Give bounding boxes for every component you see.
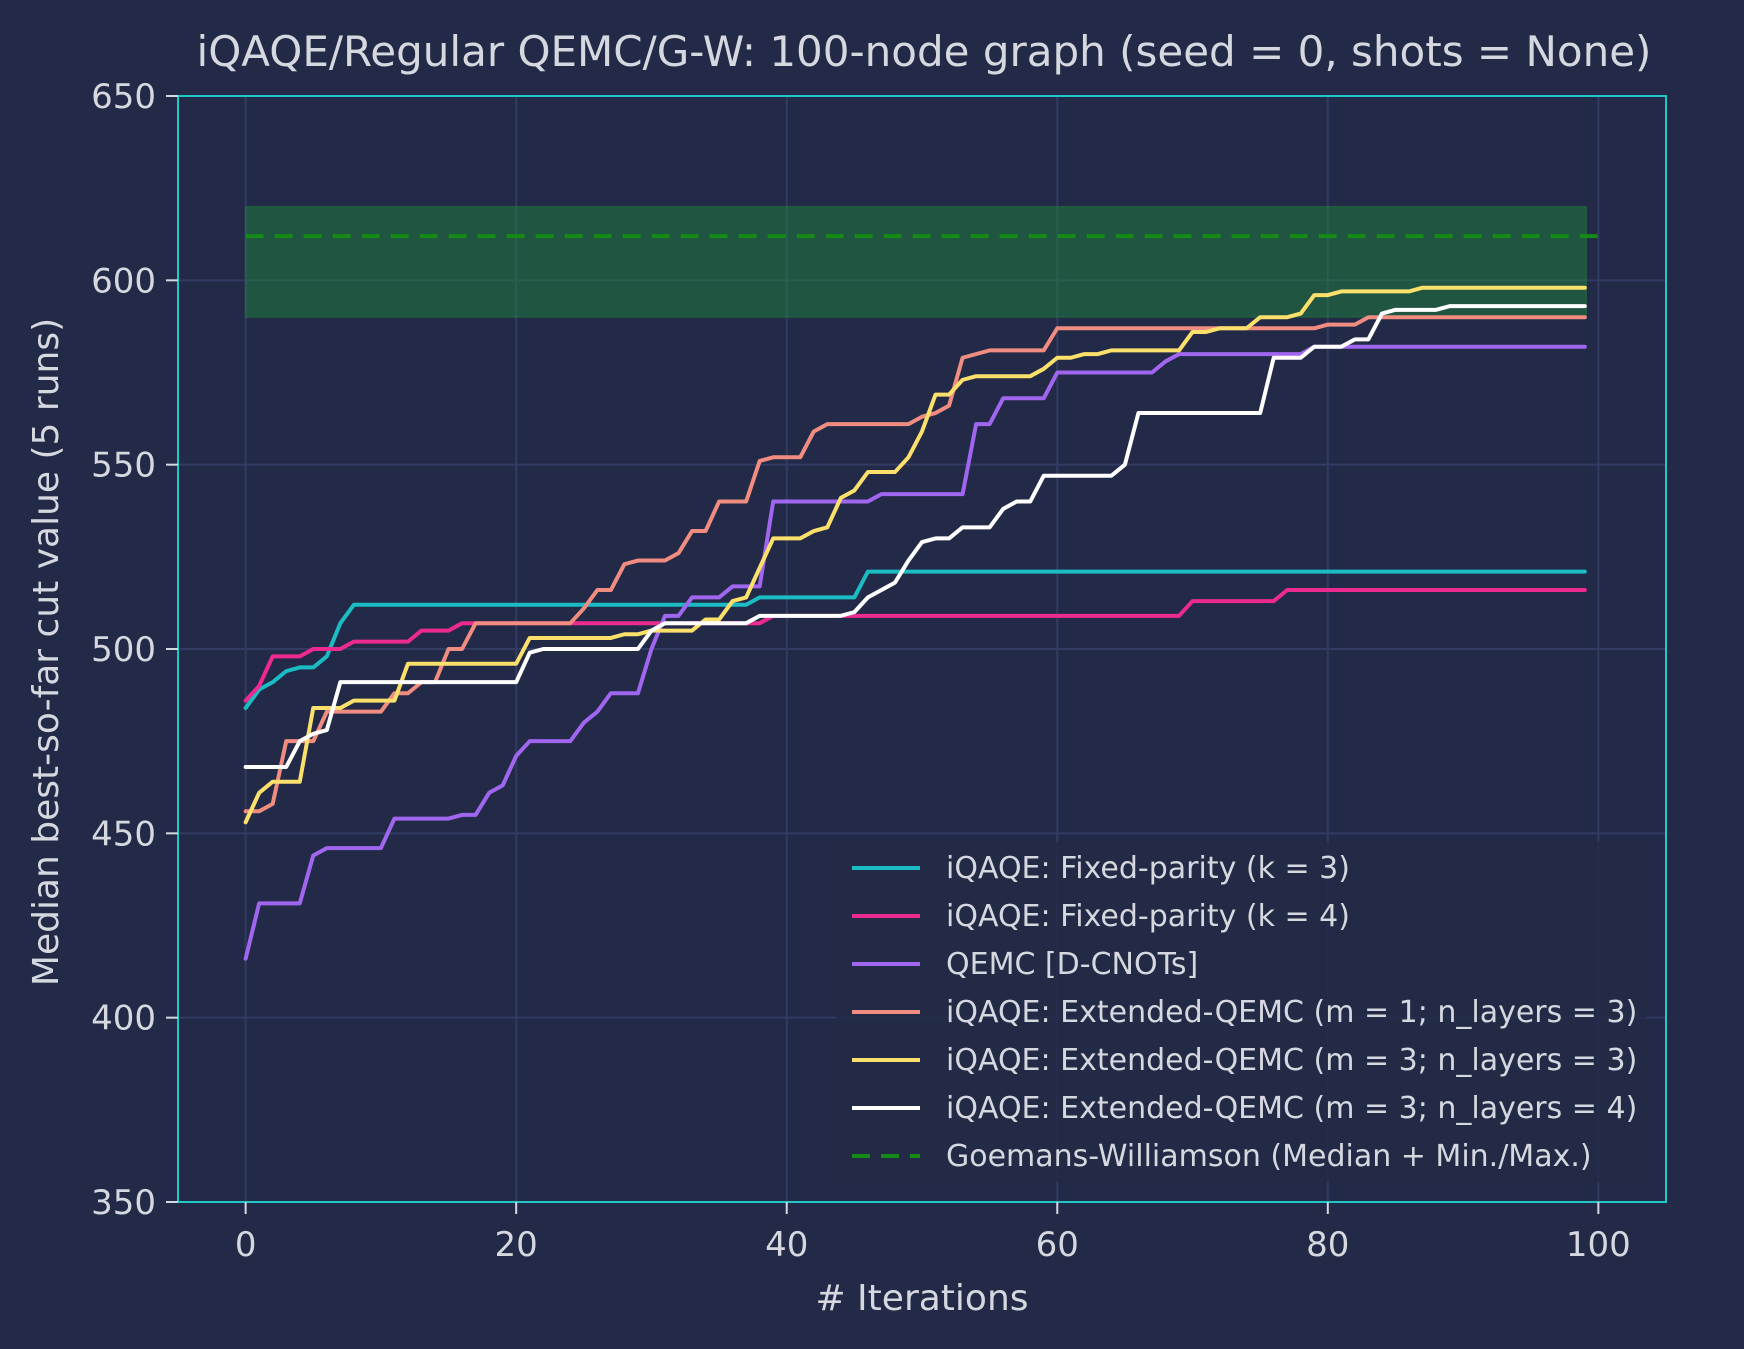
ticks: 0 20 40 60 80 100 350 400 450 500 550 600 650 [91,77,1631,1265]
x-tick-label: 80 [1306,1225,1349,1265]
y-tick-label: 400 [91,999,156,1039]
x-tick-label: 40 [765,1225,808,1265]
legend-label-1: iQAQE: Fixed-parity (k = 3) [946,851,1350,886]
x-tick-label: 20 [495,1225,538,1265]
legend-label-5: iQAQE: Extended-QEMC (m = 3; n_layers = … [946,1043,1637,1078]
y-tick-label: 600 [91,261,156,301]
gw-band-layer [245,206,1587,318]
legend-label-7: Goemans-Williamson (Median + Min./Max.) [946,1139,1592,1174]
series-line-6 [243,304,1587,769]
y-tick-label: 650 [91,77,156,117]
x-tick-label: 60 [1036,1225,1079,1265]
legend-label-6: iQAQE: Extended-QEMC (m = 3; n_layers = … [946,1091,1637,1126]
y-tick-label: 550 [91,446,156,486]
series-line-5 [243,285,1587,825]
x-tick-label: 100 [1566,1225,1631,1265]
legend-label-2: iQAQE: Fixed-parity (k = 4) [946,899,1350,934]
y-axis-title: Median best-so-far cut value (5 runs) [26,318,67,986]
grid [178,95,1666,1203]
series-line-1 [243,569,1587,710]
x-tick-label: 0 [235,1225,257,1265]
legend-label-3: QEMC [D-CNOTs] [946,947,1198,982]
legend: iQAQE: Fixed-parity (k = 3) iQAQE: Fixed-… [836,842,1646,1182]
chart-title: iQAQE/Regular QEMC/G-W: 100-node graph (… [197,27,1652,76]
y-tick-label: 450 [91,814,156,854]
y-tick-label: 350 [91,1183,156,1223]
legend-label-4: iQAQE: Extended-QEMC (m = 1; n_layers = … [946,995,1637,1030]
y-tick-label: 500 [91,630,156,670]
gw-min-max-band [245,206,1587,318]
x-axis-title: # Iterations [815,1278,1028,1319]
series-line-3 [243,344,1587,961]
legend-box [836,842,1646,1182]
series-layer [243,234,1599,961]
series-line-2 [243,588,1587,703]
